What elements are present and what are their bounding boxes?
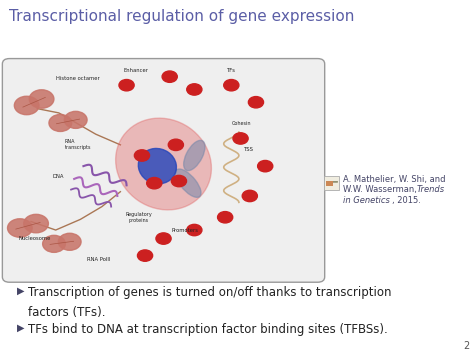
Circle shape — [172, 175, 187, 187]
Text: Promoters: Promoters — [172, 228, 199, 233]
Circle shape — [8, 219, 32, 237]
Circle shape — [187, 84, 202, 95]
Circle shape — [233, 133, 248, 144]
Circle shape — [224, 80, 239, 91]
FancyBboxPatch shape — [326, 181, 333, 186]
Circle shape — [242, 190, 257, 202]
Circle shape — [187, 224, 202, 236]
Text: Cohesin: Cohesin — [231, 121, 251, 126]
FancyBboxPatch shape — [2, 59, 325, 282]
Text: Transcriptional regulation of gene expression: Transcriptional regulation of gene expre… — [9, 9, 355, 24]
Circle shape — [64, 111, 87, 129]
Ellipse shape — [138, 148, 176, 184]
Circle shape — [137, 250, 153, 261]
Circle shape — [162, 71, 177, 82]
Text: TSS: TSS — [244, 147, 254, 152]
Circle shape — [14, 96, 39, 115]
Circle shape — [248, 97, 264, 108]
Circle shape — [29, 90, 54, 108]
Text: DNA: DNA — [53, 174, 64, 179]
Text: TFs: TFs — [227, 68, 236, 73]
Text: 2: 2 — [463, 342, 469, 351]
Text: Histone octamer: Histone octamer — [56, 76, 100, 81]
Circle shape — [43, 235, 65, 252]
Text: in Genetics: in Genetics — [343, 196, 390, 205]
Text: W.W. Wasserman,: W.W. Wasserman, — [343, 185, 419, 194]
Text: Nucleosome: Nucleosome — [18, 236, 51, 241]
Text: , 2015.: , 2015. — [392, 196, 421, 205]
Circle shape — [147, 178, 162, 189]
Text: ▶: ▶ — [17, 323, 24, 333]
Circle shape — [119, 80, 134, 91]
Text: RNA PolII: RNA PolII — [86, 257, 110, 262]
Ellipse shape — [175, 169, 201, 197]
Circle shape — [58, 233, 81, 250]
Text: Enhancer: Enhancer — [123, 68, 148, 73]
Circle shape — [24, 214, 48, 233]
Circle shape — [218, 212, 233, 223]
Circle shape — [49, 114, 72, 131]
Text: ▶: ▶ — [17, 286, 24, 296]
Text: A. Mathelier, W. Shi, and: A. Mathelier, W. Shi, and — [343, 175, 445, 184]
Circle shape — [135, 150, 150, 161]
Ellipse shape — [183, 140, 205, 171]
Text: Transcription of genes is turned on/off thanks to transcription: Transcription of genes is turned on/off … — [28, 286, 392, 299]
Ellipse shape — [116, 118, 211, 210]
Text: factors (TFs).: factors (TFs). — [28, 306, 106, 320]
Text: Regulatory
proteins: Regulatory proteins — [126, 212, 152, 223]
Text: Trends: Trends — [416, 185, 444, 194]
Circle shape — [257, 160, 273, 172]
Text: TFs bind to DNA at transcription factor binding sites (TFBSs).: TFs bind to DNA at transcription factor … — [28, 323, 388, 336]
FancyBboxPatch shape — [324, 176, 339, 190]
Circle shape — [168, 139, 183, 151]
Text: RNA
transcripts: RNA transcripts — [65, 140, 91, 150]
Circle shape — [156, 233, 171, 244]
